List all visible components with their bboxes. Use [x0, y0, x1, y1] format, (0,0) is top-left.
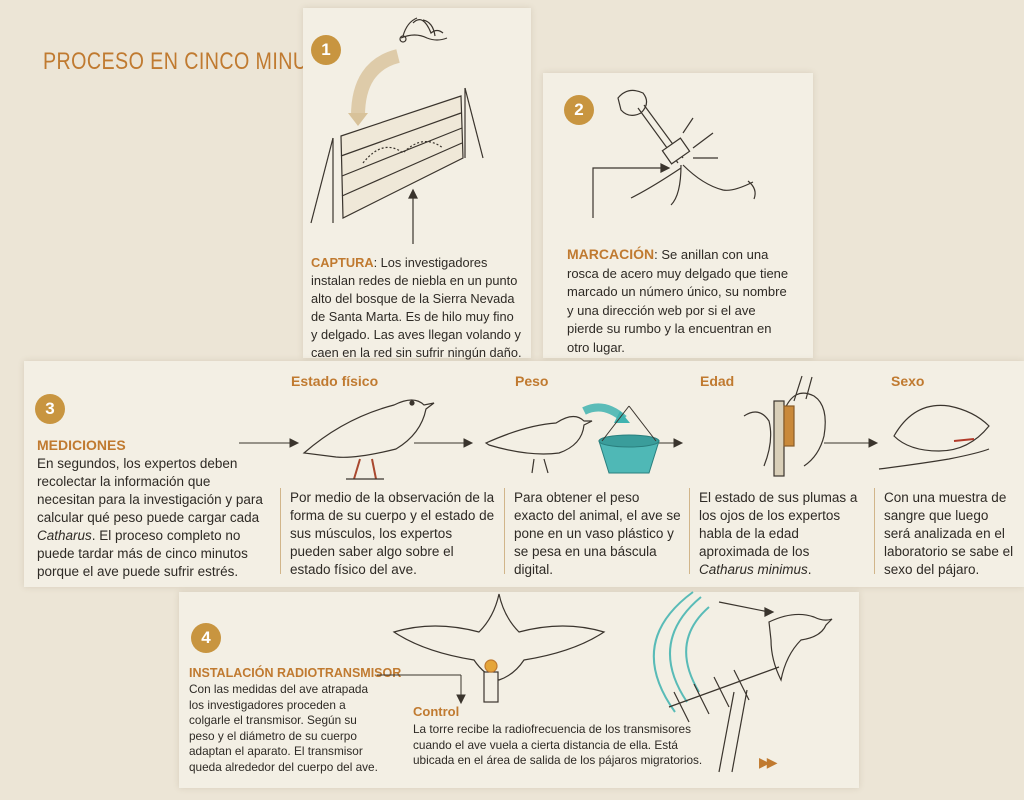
sexo-text: Con una muestra de sangre que luego será… — [884, 490, 1014, 577]
standing-bird-icon — [302, 399, 435, 480]
double-play-icon[interactable]: ▶▶ — [759, 754, 777, 770]
control-heading: Control — [413, 704, 460, 719]
radio-tower-illustration — [377, 591, 833, 773]
antenna-icon — [668, 666, 780, 773]
panel-radiotransmisor: 4 INSTALACIÓN RADIOTRANSMISOR Con las me… — [179, 591, 859, 788]
hands-ruler-icon — [743, 375, 826, 477]
radio-waves — [652, 591, 710, 713]
flying-bird-icon — [399, 17, 448, 43]
sexo-label: Sexo — [891, 373, 925, 389]
spread-wing-bird-icon — [392, 593, 606, 703]
mediciones-heading: MEDICIONES — [37, 437, 126, 453]
marcacion-heading: MARCACIÓN — [567, 246, 655, 262]
page-title: PROCESO EN CINCO MINUTOS — [43, 48, 349, 75]
mist-net-illustration — [310, 17, 484, 244]
bird-leg-ring-illustration — [592, 89, 756, 218]
captura-description: CAPTURA: Los investigadores instalan red… — [311, 254, 523, 362]
peso-label: Peso — [515, 373, 549, 389]
marcacion-description: MARCACIÓN: Se anillan con una rosca de a… — [567, 245, 795, 357]
peso-text: Para obtener el peso exacto del animal, … — [514, 490, 681, 577]
marcacion-text: : Se anillan con una rosca de acero muy … — [567, 247, 789, 355]
step-number-3: 3 — [35, 394, 65, 424]
edad-label: Edad — [700, 373, 735, 389]
captura-heading: CAPTURA — [311, 255, 374, 270]
panel-marcacion: 2 MARCACIÓN: Se anillan con una rosca de… — [543, 73, 813, 358]
step-number-2: 2 — [564, 95, 594, 125]
edad-text: El estado de sus plumas a los ojos de lo… — [699, 490, 858, 577]
captura-text: : Los investigadores instalan redes de n… — [311, 255, 522, 360]
instalacion-heading: INSTALACIÓN RADIOTRANSMISOR — [189, 666, 402, 680]
control-text: La torre recibe la radiofrecuencia de lo… — [413, 722, 703, 767]
plastic-cup-icon — [598, 405, 660, 474]
flying-bird-right-icon — [718, 601, 833, 682]
hands-bird-icon — [878, 404, 990, 470]
estado-fisico-label: Estado físico — [291, 373, 379, 389]
mediciones-text: En segundos, los expertos deben recolect… — [37, 456, 263, 579]
estado-fisico-text: Por medio de la observación de la forma … — [290, 490, 495, 577]
panel-mediciones: 3 MEDICIONES En segundos, los expertos d… — [24, 361, 1024, 587]
instalacion-text: Con las medidas del ave atrapada los inv… — [189, 682, 378, 774]
small-bird-icon — [484, 415, 593, 474]
step-number-4: 4 — [191, 623, 221, 653]
panel-captura: 1 CAPTURA: Los investigadores instalan r… — [303, 8, 531, 360]
flow-arrows — [239, 375, 990, 480]
step-number-1: 1 — [311, 35, 341, 65]
